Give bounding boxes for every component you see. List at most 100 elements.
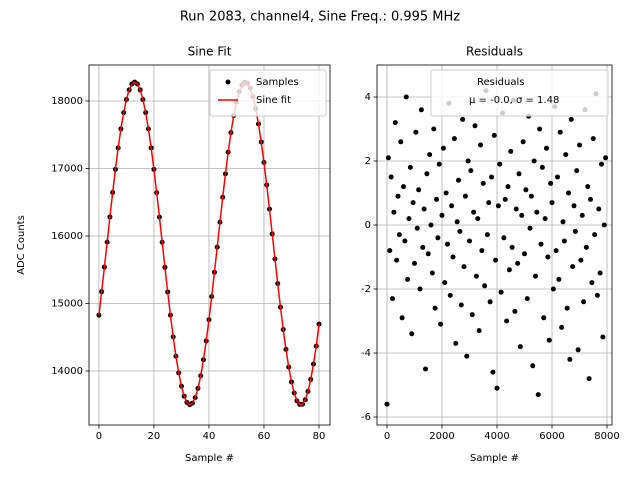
sample-point <box>440 145 446 151</box>
y-tick-label: 18000 <box>51 96 83 107</box>
sample-point <box>497 161 503 167</box>
sample-point <box>513 206 519 212</box>
sample-point <box>572 228 578 234</box>
sample-point <box>410 200 416 206</box>
sample-point <box>391 209 397 215</box>
sample-point <box>564 305 570 311</box>
sample-point <box>539 164 545 170</box>
sample-point <box>472 123 478 129</box>
x-tick-label: 60 <box>258 431 271 442</box>
axes: 0 2000 4000 6000 8000 -6 -4 -2 0 2 4 Residuals Sampl… <box>361 45 620 465</box>
sample-point <box>416 187 422 193</box>
sample-point <box>515 260 521 266</box>
sample-point <box>409 331 415 337</box>
legend-label: Sine fit <box>256 95 291 106</box>
sample-point <box>473 273 479 279</box>
sample-point <box>598 161 604 167</box>
sample-point <box>450 254 456 260</box>
sample-point <box>523 187 529 193</box>
sample-point <box>394 257 400 263</box>
sample-point <box>412 260 418 266</box>
sample-point <box>550 286 556 292</box>
sample-point <box>560 219 566 225</box>
sample-point <box>592 232 598 238</box>
sample-point <box>578 257 584 263</box>
sample-point <box>384 401 390 407</box>
legend-box <box>209 69 327 117</box>
sample-point <box>508 148 514 154</box>
sample-point <box>458 302 464 308</box>
sample-point <box>524 296 530 302</box>
sample-point <box>501 235 507 241</box>
sample-point <box>527 225 533 231</box>
sample-point <box>431 126 437 132</box>
sample-point <box>548 180 554 186</box>
sample-point <box>438 321 444 327</box>
sample-point <box>543 145 549 151</box>
sample-point <box>457 228 463 234</box>
sample-point <box>534 209 540 215</box>
sample-point <box>601 222 607 228</box>
sample-point <box>405 276 411 282</box>
sample-point <box>583 244 589 250</box>
y-tick-label: -6 <box>361 412 371 423</box>
sample-point <box>530 363 536 369</box>
sample-point <box>387 248 393 254</box>
sample-point <box>456 177 462 183</box>
sample-point <box>579 212 585 218</box>
sample-point <box>432 305 438 311</box>
sample-point <box>545 254 551 260</box>
sample-point <box>480 180 486 186</box>
sample-point <box>493 257 499 263</box>
sample-point <box>517 344 523 350</box>
sample-point <box>506 267 512 273</box>
sample-point <box>556 276 562 282</box>
sample-point <box>494 385 500 391</box>
y-tick-label: 15000 <box>51 298 83 309</box>
sample-point <box>428 222 434 228</box>
sample-point <box>581 299 587 305</box>
sample-point <box>475 216 481 222</box>
sample-point <box>535 392 541 398</box>
sample-point <box>557 129 563 135</box>
sample-point <box>388 174 394 180</box>
axes-frame <box>376 64 613 426</box>
sample-point <box>385 155 391 161</box>
sample-point <box>467 238 473 244</box>
sample-point <box>425 251 431 257</box>
sample-point <box>522 251 528 257</box>
sample-point <box>429 270 435 276</box>
sample-point <box>407 164 413 170</box>
sample-point <box>435 235 441 241</box>
sample-point <box>538 241 544 247</box>
sample-point <box>401 184 407 190</box>
sample-point <box>479 248 485 254</box>
sample-point <box>398 139 404 145</box>
sample-point <box>528 193 534 199</box>
legend: Residuals μ = -0.0, σ = 1.48 <box>430 69 609 117</box>
sample-point <box>451 136 457 142</box>
sample-point <box>594 292 600 298</box>
sample-point <box>414 225 420 231</box>
y-tick-label: 16000 <box>51 231 83 242</box>
sample-point <box>587 196 593 202</box>
sample-point <box>519 212 525 218</box>
legend-label: Residuals <box>477 77 524 88</box>
sample-point <box>417 286 423 292</box>
sample-point <box>590 136 596 142</box>
sample-point <box>395 193 401 199</box>
sample-point <box>420 244 426 250</box>
y-tick-label: 14000 <box>51 366 83 377</box>
x-axis-label: Sample # <box>470 453 519 464</box>
sample-point <box>399 315 405 321</box>
sample-point <box>445 241 451 247</box>
y-tick-label: 2 <box>365 156 371 167</box>
sample-point <box>561 238 567 244</box>
sample-point <box>421 206 427 212</box>
sample-point <box>596 206 602 212</box>
sample-point <box>392 120 398 126</box>
sample-point <box>589 280 595 286</box>
axes-title: Sine Fit <box>188 45 232 59</box>
y-tick-label: 0 <box>365 220 371 231</box>
